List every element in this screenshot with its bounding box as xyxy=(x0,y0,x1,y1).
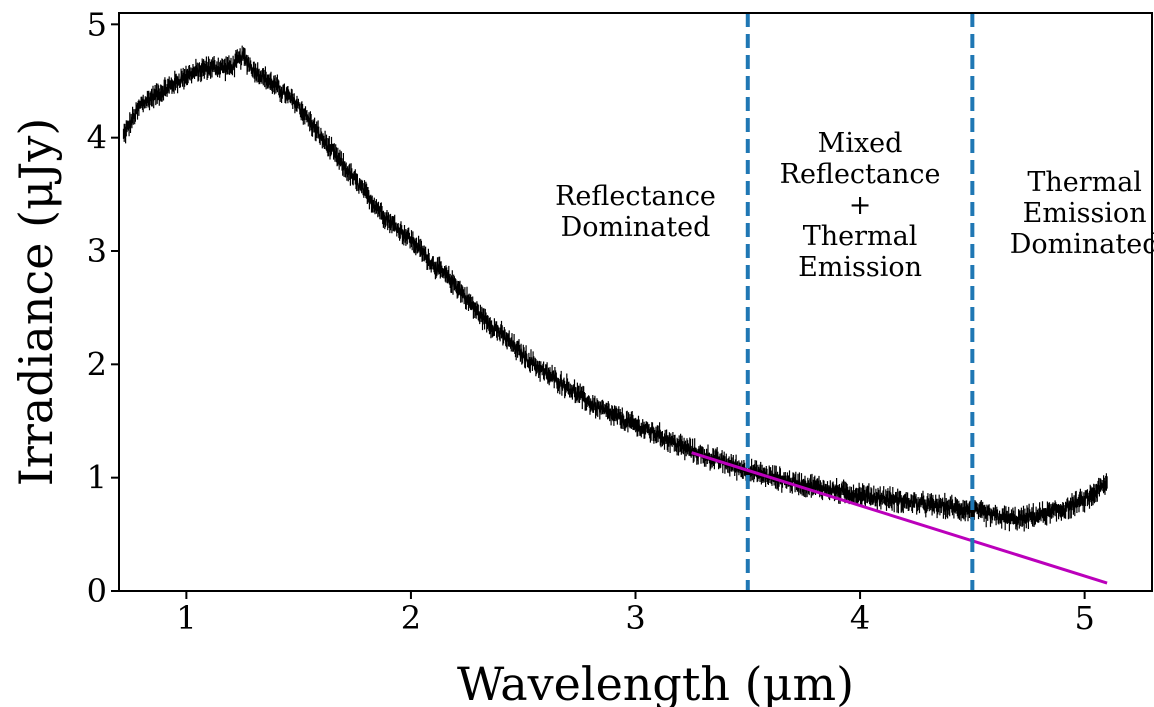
y-tick-label: 3 xyxy=(87,232,107,270)
region-label-line: Dominated xyxy=(561,212,711,243)
region-label-line: Thermal xyxy=(803,221,918,252)
x-tick-label: 1 xyxy=(176,599,196,637)
region-label-line: Thermal xyxy=(1027,167,1142,198)
plot-area xyxy=(122,13,1108,591)
region-label: Mixed Reflectance + Thermal Emission xyxy=(780,128,941,283)
region-label-line: Reflectance xyxy=(555,181,716,212)
spectrum-line xyxy=(122,51,1108,524)
y-tick-label: 0 xyxy=(87,572,107,610)
x-tick-label: 4 xyxy=(850,599,870,637)
plot-frame xyxy=(118,12,1153,592)
x-tick-label: 5 xyxy=(1074,599,1094,637)
x-axis: 1 2 3 4 5 xyxy=(176,591,1095,637)
region-label-line: Emission xyxy=(1023,198,1147,229)
region-label: Thermal Emission Dominated xyxy=(1010,167,1154,260)
x-tick-label: 2 xyxy=(401,599,421,637)
spectrum-errorbars xyxy=(122,45,1108,532)
x-axis-title: Wavelength (μm) xyxy=(457,657,854,707)
region-label-line: Dominated xyxy=(1010,229,1154,260)
region-label-line: + xyxy=(849,190,872,221)
x-tick-label: 3 xyxy=(625,599,645,637)
y-tick-label: 5 xyxy=(87,5,107,43)
y-axis: 0 1 2 3 4 5 xyxy=(87,5,119,610)
region-label: Reflectance Dominated xyxy=(555,181,716,243)
y-axis-title: Irradiance (μJy) xyxy=(9,118,63,487)
region-label-line: Mixed xyxy=(818,128,903,159)
region-label-line: Emission xyxy=(798,252,922,283)
y-tick-label: 2 xyxy=(87,345,107,383)
y-tick-label: 1 xyxy=(87,459,107,497)
reflectance-model-line xyxy=(691,451,1108,585)
region-label-line: Reflectance xyxy=(780,159,941,190)
y-tick-label: 4 xyxy=(87,119,107,157)
